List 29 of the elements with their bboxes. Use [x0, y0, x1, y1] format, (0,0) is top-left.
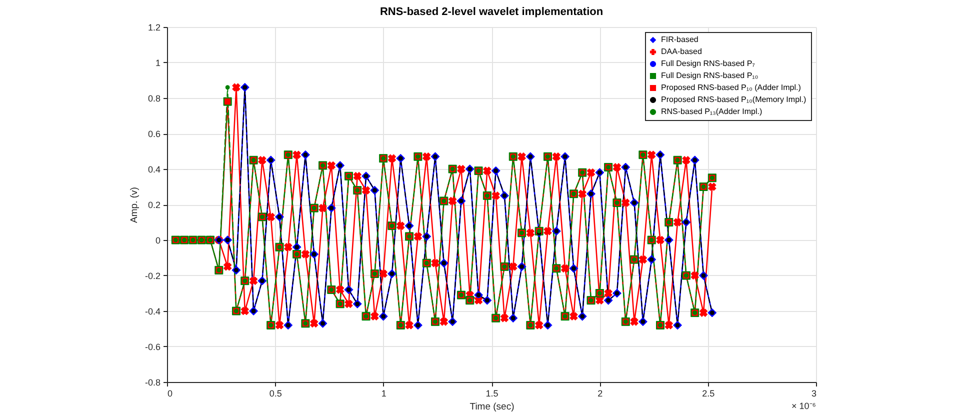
x-tick-label: 1.5 — [486, 388, 498, 398]
legend-label: Full Design RNS-based P₁₀ — [661, 71, 758, 80]
legend-label: Proposed RNS-based P₁₀ (Adder Impl.) — [661, 83, 802, 92]
x-tick-label: 1 — [381, 388, 386, 398]
legend-label: DAA-based — [661, 47, 702, 56]
y-tick-label: 0.8 — [148, 94, 160, 104]
x-tick-label: 0 — [168, 388, 173, 398]
y-tick-label: 0 — [155, 236, 160, 246]
legend-label: Full Design RNS-based P₇ — [661, 59, 756, 68]
legend-label: FIR-based — [661, 35, 698, 44]
y-tick-label: -0.8 — [144, 378, 160, 388]
y-tick-label: 0.2 — [148, 200, 160, 210]
legend-label: Proposed RNS-based P₁₀(Memory Impl.) — [661, 95, 807, 104]
x-tick-label: 3 — [811, 388, 816, 398]
text: × 10⁻⁶ — [792, 401, 816, 411]
y-tick-label: 1.2 — [148, 22, 160, 32]
y-tick-label: -0.2 — [144, 271, 160, 281]
y-axis-title: Amp. (v) — [128, 187, 140, 223]
x-axis-title: Time (sec) — [470, 402, 514, 412]
y-tick-label: -0.6 — [144, 342, 160, 352]
chart-title: RNS-based 2-level wavelet implementation — [380, 6, 604, 18]
x-tick-label: 2 — [598, 388, 603, 398]
y-tick-label: 0.6 — [148, 129, 160, 139]
x-tick-label: 2.5 — [702, 388, 715, 398]
y-tick-label: -0.4 — [144, 306, 160, 316]
y-tick-label: 1 — [155, 58, 160, 68]
y-tick-label: 0.4 — [148, 164, 160, 174]
legend-label: RNS-based P₁₃(Adder Impl.) — [661, 107, 762, 116]
x-tick-label: 0.5 — [269, 388, 282, 398]
